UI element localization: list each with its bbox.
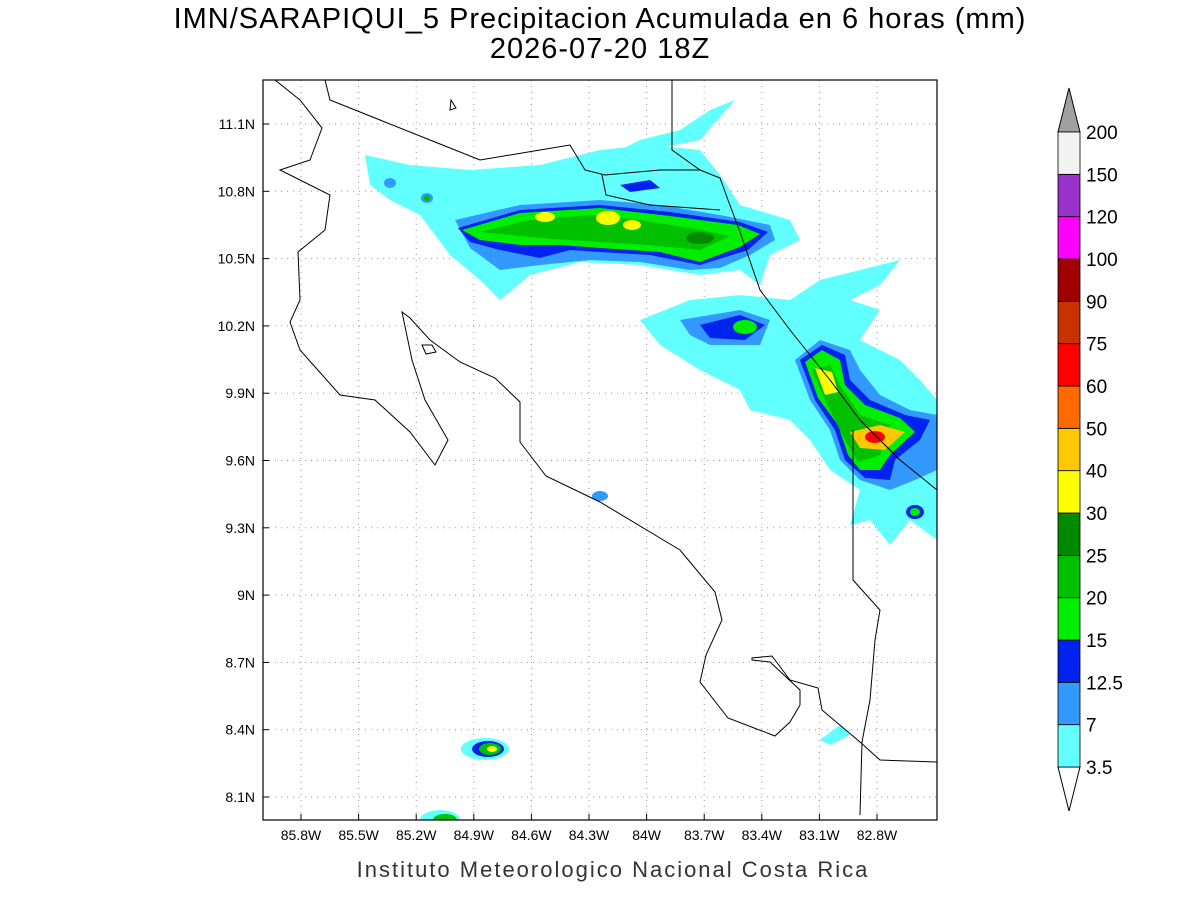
colorbar-box: [1057, 724, 1081, 768]
title: IMN/SARAPIQUI_5 Precipitacion Acumulada …: [174, 3, 1027, 35]
lon-label: 84.9W: [454, 827, 495, 843]
colorbar-box: [1057, 470, 1081, 514]
lat-label: 8.4N: [225, 722, 255, 738]
colorbar-label: 12.5: [1086, 673, 1123, 694]
colorbar-box: [1057, 597, 1081, 641]
colorbar-box: [1057, 554, 1081, 599]
lat-label: 8.1N: [225, 789, 255, 805]
colorbar-box: [1057, 427, 1081, 472]
colorbar-label: 15: [1086, 631, 1107, 652]
lat-label: 10.5N: [218, 251, 255, 267]
colorbar-box: [1057, 639, 1081, 683]
colorbar-label: 200: [1086, 123, 1118, 144]
lat-label: 9.9N: [225, 385, 255, 401]
lon-label: 85.2W: [396, 827, 437, 843]
footer: Instituto Meteorologico Nacional Costa R…: [357, 857, 870, 882]
lon-label: 83.4W: [742, 827, 783, 843]
colorbar-label: 100: [1086, 250, 1118, 271]
lon-label: 84W: [632, 827, 662, 843]
colorbar-label: 120: [1086, 208, 1118, 229]
colorbar-box: [1057, 681, 1081, 726]
colorbar-under: [1057, 766, 1081, 812]
colorbar-over: [1057, 87, 1081, 133]
colorbar-box: [1057, 258, 1081, 302]
lon-label: 83.7W: [684, 827, 725, 843]
lat-label: 9N: [237, 587, 255, 603]
lat-label: 10.2N: [218, 318, 255, 334]
lon-label: 85.8W: [281, 827, 322, 843]
colorbar-label: 60: [1086, 377, 1107, 398]
lon-label: 85.5W: [338, 827, 379, 843]
colorbar-box: [1057, 343, 1081, 387]
lon-label: 84.6W: [511, 827, 552, 843]
map-frame: [262, 79, 938, 821]
colorbar: 3.5 7 12.5 15 20 25 30 40 50 60 75 90 100 120 150 200: [1057, 87, 1123, 812]
colorbar-label: 90: [1086, 292, 1107, 313]
lat-label: 9.6N: [225, 453, 255, 469]
colorbar-label: 20: [1086, 589, 1107, 610]
lon-label: 84.3W: [569, 827, 610, 843]
colorbar-box: [1057, 216, 1081, 260]
colorbar-label: 75: [1086, 335, 1107, 356]
lon-label: 82.8W: [857, 827, 898, 843]
subtitle: 2026-07-20 18Z: [490, 33, 710, 65]
colorbar-label: 50: [1086, 419, 1107, 440]
colorbar-box: [1057, 300, 1081, 345]
colorbar-box: [1057, 173, 1081, 218]
lat-label: 9.3N: [225, 520, 255, 536]
colorbar-box: [1057, 385, 1081, 429]
colorbar-box: [1057, 512, 1081, 556]
lat-label: 11.1N: [219, 116, 255, 132]
colorbar-label: 30: [1086, 504, 1107, 525]
colorbar-label: 25: [1086, 546, 1107, 567]
colorbar-label: 40: [1086, 462, 1107, 483]
colorbar-box: [1057, 131, 1081, 175]
colorbar-label: 3.5: [1086, 758, 1112, 779]
colorbar-label: 7: [1086, 716, 1097, 737]
lat-label: 10.8N: [218, 183, 255, 199]
lon-label: 83.1W: [799, 827, 840, 843]
colorbar-label: 150: [1086, 165, 1118, 186]
precip-field: [274, 80, 937, 820]
lat-label: 8.7N: [225, 654, 255, 670]
